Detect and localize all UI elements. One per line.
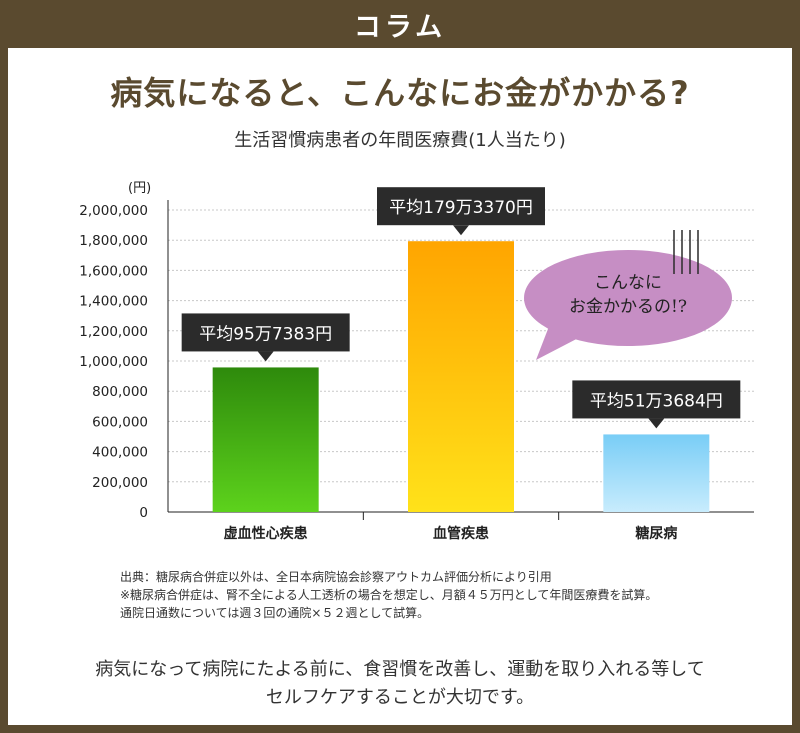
bubble-line-1: こんなに	[594, 273, 662, 293]
y-tick-label: 600,000	[92, 414, 148, 430]
footer-line-2: セルフケアすることが大切です。	[265, 687, 535, 708]
data-label-box	[572, 380, 741, 419]
y-unit-label: (円)	[128, 181, 151, 196]
header-title: コラム	[353, 11, 447, 43]
bar-3	[603, 434, 710, 512]
main-title: 病気になると、こんなにお金がかかる?	[110, 74, 690, 112]
footer-line-1: 病気になって病院にたよる前に、食習慣を改善し、運動を取り入れる等して	[95, 659, 705, 680]
y-tick-label: 1,000,000	[79, 354, 148, 370]
y-tick-label: 1,800,000	[79, 233, 148, 249]
footer-message: 病気になって病院にたよる前に、食習慣を改善し、運動を取り入れる等して セルフケア…	[8, 656, 792, 712]
y-tick-label: 1,400,000	[79, 294, 148, 310]
data-label: 平均95万7383円	[199, 324, 332, 344]
y-tick-label: 1,200,000	[79, 324, 148, 340]
bar-1	[212, 367, 319, 512]
y-tick-label: 400,000	[92, 445, 148, 461]
category-label: 糖尿病	[635, 525, 677, 542]
data-label: 平均179万3370円	[389, 198, 533, 218]
note-assumption: ※糖尿病合併症は、腎不全による人工透析の場合を想定し、月額４５万円として年間医療…	[120, 588, 658, 602]
notes: 出典：糖尿病合併症以外は、全日本病院協会診察アウトカム評価分析により引用 ※糖尿…	[120, 568, 657, 622]
data-label-pointer	[648, 418, 665, 429]
data-label-pointer	[257, 351, 274, 362]
y-tick-label: 1,600,000	[79, 263, 148, 279]
content-panel: 病気になると、こんなにお金がかかる? 生活習慣病患者の年間医療費(1人当たり) …	[8, 48, 792, 725]
y-tick-label: 200,000	[92, 475, 148, 491]
y-tick-label: 0	[139, 505, 148, 521]
data-label-box	[377, 187, 545, 226]
bar-chart: 0 200,000 400,000 600,000 800,000 1,000,000 1,…	[79, 181, 754, 542]
speech-bubble	[524, 250, 732, 346]
category-label: 血管疾患	[433, 525, 489, 542]
y-tick-label: 2,000,000	[79, 203, 148, 219]
data-label-pointer	[453, 225, 469, 236]
data-label-box	[181, 313, 350, 352]
column-header: コラム	[0, 0, 800, 48]
bubble-line-2: お金かかるの!?	[569, 297, 687, 317]
data-label: 平均51万3684円	[590, 391, 723, 411]
note-source: 出典：糖尿病合併症以外は、全日本病院協会診察アウトカム評価分析により引用	[120, 570, 552, 584]
category-label: 虚血性心疾患	[224, 525, 308, 542]
bar-2	[408, 241, 514, 513]
chart-title: 生活習慣病患者の年間医療費(1人当たり)	[234, 130, 566, 151]
note-visits: 通院日通数については週３回の通院×５２週として試算。	[120, 606, 430, 620]
y-tick-label: 800,000	[92, 384, 148, 400]
